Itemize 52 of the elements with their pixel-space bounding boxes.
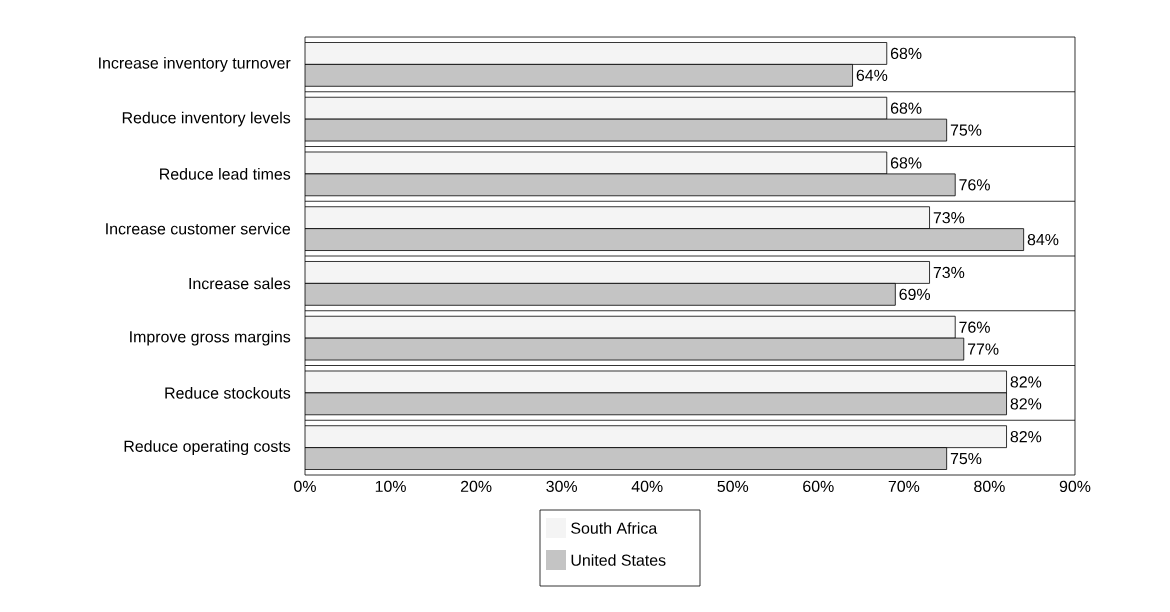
data-label: 73% <box>933 266 965 279</box>
data-label: 68% <box>890 47 922 60</box>
x-tick-label: 10% <box>375 480 406 492</box>
y-tick-label: Improve gross margins <box>130 330 291 346</box>
x-tick-label: 70% <box>888 480 920 492</box>
bar <box>305 337 965 361</box>
bar <box>305 42 888 65</box>
y-tick-label: Reduce lead times <box>160 168 291 180</box>
data-label: 68% <box>890 157 922 169</box>
bar <box>305 370 1007 394</box>
bar <box>305 151 888 175</box>
bar <box>305 261 930 284</box>
bar <box>305 96 888 120</box>
bar <box>305 228 1025 251</box>
bar <box>305 63 853 87</box>
bar <box>305 425 1007 449</box>
y-tick-label: Increase inventory turnover <box>99 56 291 72</box>
x-tick-label: 90% <box>1059 480 1091 492</box>
data-label: 64% <box>856 69 888 81</box>
bar <box>305 118 948 142</box>
data-label: 75% <box>950 124 982 136</box>
x-tick-label: 30% <box>546 480 578 492</box>
data-label: 77% <box>967 343 999 355</box>
data-label: 82% <box>1010 398 1042 410</box>
bar <box>305 282 896 306</box>
data-label: 73% <box>933 212 965 224</box>
x-tick-label: 80% <box>974 480 1005 492</box>
legend-label: South Africa <box>571 522 658 534</box>
data-label: 75% <box>950 452 982 465</box>
bar <box>305 206 930 230</box>
bar <box>305 315 956 339</box>
data-label: 82% <box>1010 431 1042 443</box>
x-tick-label: 40% <box>631 480 663 492</box>
data-label: 76% <box>959 179 990 191</box>
y-tick-label: Reduce stockouts <box>165 387 291 399</box>
data-label: 84% <box>1027 233 1059 246</box>
y-tick-label: Reduce operating costs <box>124 440 291 456</box>
data-label: 68% <box>890 102 922 114</box>
legend-label: United States <box>571 554 666 566</box>
x-tick-label: 60% <box>803 480 834 492</box>
x-tick-label: 0% <box>294 480 316 492</box>
bar <box>305 173 956 197</box>
x-tick-label: 50% <box>717 480 749 492</box>
data-label: 82% <box>1010 376 1042 388</box>
x-tick-label: 20% <box>460 480 492 492</box>
bar <box>305 392 1007 416</box>
y-tick-label: Reduce inventory levels <box>122 111 291 127</box>
data-label: 69% <box>899 288 931 300</box>
bar <box>305 447 948 470</box>
y-tick-label: Increase sales <box>189 277 291 290</box>
data-label: 76% <box>959 321 990 333</box>
y-tick-label: Increase customer service <box>106 222 291 235</box>
